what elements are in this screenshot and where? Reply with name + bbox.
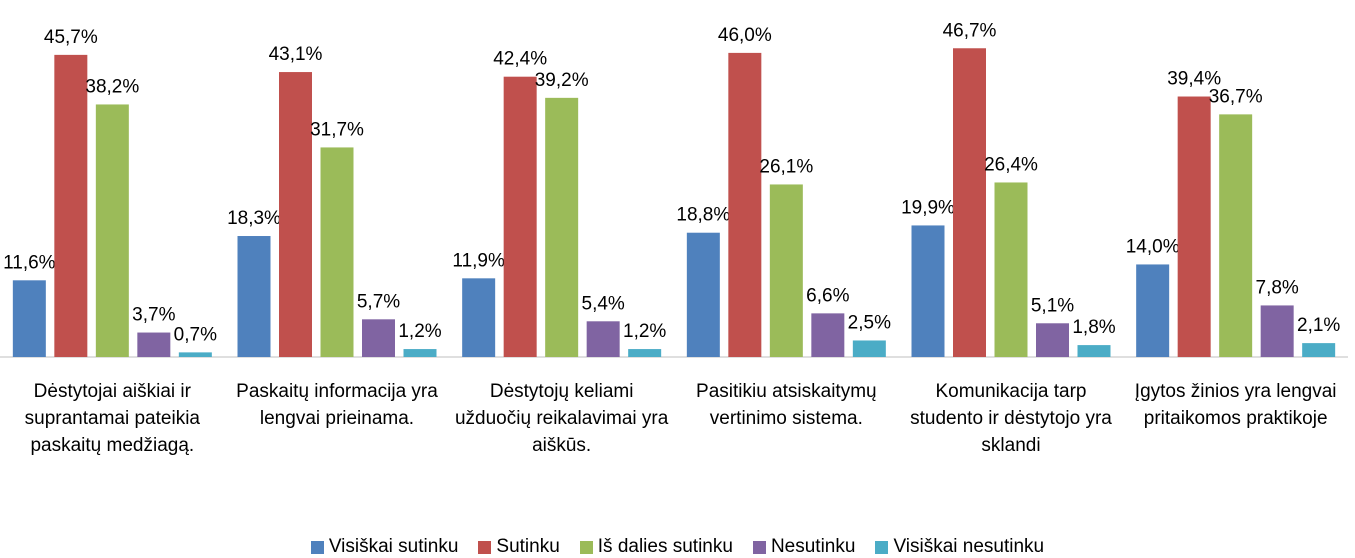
value-label: 1,2%	[398, 321, 441, 342]
value-label: 6,6%	[806, 285, 849, 306]
value-label: 11,6%	[3, 252, 56, 273]
legend-swatch	[310, 540, 324, 554]
bar	[1136, 264, 1170, 357]
value-label: 2,5%	[848, 312, 891, 333]
bar	[503, 76, 537, 357]
value-label: 39,2%	[535, 70, 589, 91]
legend-swatch	[579, 540, 593, 554]
value-label: 39,4%	[1167, 69, 1221, 90]
value-label: 3,7%	[132, 305, 175, 326]
value-label: 1,2%	[623, 321, 666, 342]
legend-label: Visiškai sutinku	[328, 536, 459, 557]
legend: Visiškai sutinku Sutinku Iš dalies sutinku…	[0, 536, 1355, 558]
bar	[1036, 323, 1069, 357]
value-label: 18,8%	[676, 205, 730, 226]
bar	[320, 147, 354, 357]
legend-swatch	[752, 540, 766, 554]
bar	[137, 332, 171, 357]
x-tick-label: Komunikacija tarp studento ir dėstytojo …	[910, 381, 1112, 456]
bar	[994, 182, 1028, 357]
legend-label: Sutinku	[496, 536, 560, 557]
bar	[1077, 345, 1111, 357]
value-label: 0,7%	[174, 324, 217, 345]
bar	[12, 280, 46, 357]
bar	[545, 97, 579, 357]
legend-swatch	[875, 540, 889, 554]
bar	[628, 349, 662, 357]
bar	[911, 225, 945, 357]
bar	[852, 340, 886, 357]
value-label: 43,1%	[269, 44, 323, 65]
legend-swatch	[478, 540, 492, 554]
x-tick-label: Dėstytojai aiškiai ir suprantamai pateik…	[24, 381, 200, 456]
bar	[769, 184, 803, 357]
legend-item: Iš dalies sutinku	[579, 536, 733, 558]
value-label: 46,7%	[943, 20, 997, 41]
value-label: 42,4%	[493, 49, 547, 70]
bar	[586, 321, 620, 357]
legend-item: Sutinku	[478, 536, 560, 558]
x-tick-label: Pasitikiu atsiskaitymų vertinimo sistema…	[696, 381, 877, 429]
x-tick-label: Įgytos žinios yra lengvai pritaikomos pr…	[1134, 381, 1337, 429]
value-label: 5,1%	[1031, 295, 1074, 316]
bar	[54, 54, 88, 357]
value-label: 1,8%	[1072, 317, 1115, 338]
value-label: 31,7%	[310, 119, 364, 140]
value-label: 14,0%	[1126, 236, 1180, 257]
legend-label: Nesutinku	[770, 536, 856, 557]
value-label: 26,4%	[984, 154, 1038, 175]
legend-item: Nesutinku	[752, 536, 856, 558]
legend-label: Iš dalies sutinku	[597, 536, 733, 557]
bar	[1177, 96, 1211, 358]
value-label: 11,9%	[452, 250, 505, 271]
bar	[95, 104, 129, 357]
value-label: 45,7%	[44, 27, 98, 48]
bar	[728, 52, 762, 358]
bar	[953, 48, 986, 358]
x-tick-label: Dėstytojų keliami užduočių reikalavimai …	[454, 381, 669, 456]
value-label: 5,4%	[582, 293, 625, 314]
x-tick-label: Paskaitų informacija yra lengvai prieina…	[236, 381, 438, 429]
value-label: 46,0%	[718, 25, 772, 46]
value-label: 19,9%	[901, 197, 955, 218]
bar	[686, 232, 720, 357]
value-label: 5,7%	[357, 291, 400, 312]
bar	[811, 313, 845, 357]
bar	[1219, 114, 1253, 357]
value-label: 36,7%	[1209, 86, 1263, 107]
bar	[403, 349, 437, 357]
value-label: 7,8%	[1256, 277, 1299, 298]
bar	[1302, 343, 1336, 357]
value-label: 2,1%	[1297, 315, 1340, 336]
legend-item: Visiškai sutinku	[310, 536, 459, 558]
bar	[237, 236, 271, 357]
bar	[178, 352, 212, 357]
value-label: 18,3%	[227, 208, 281, 229]
bar	[362, 319, 395, 357]
value-label: 26,1%	[759, 156, 813, 177]
legend-item: Visiškai nesutinku	[875, 536, 1044, 558]
value-label: 38,2%	[85, 76, 139, 97]
bar	[462, 278, 496, 357]
bar	[1260, 305, 1294, 357]
legend-label: Visiškai nesutinku	[893, 536, 1045, 557]
bar	[279, 72, 312, 358]
